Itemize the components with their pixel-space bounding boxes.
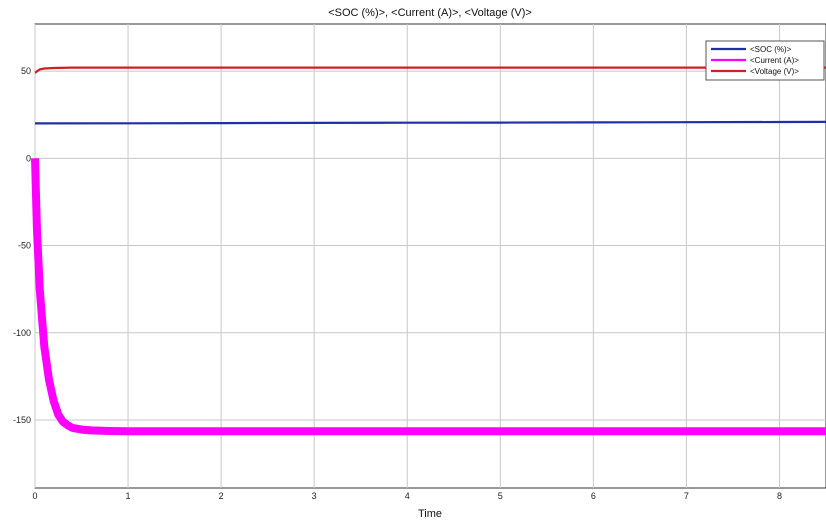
series-line-current xyxy=(33,158,826,433)
series-line-2 xyxy=(34,66,826,74)
x-tick-label: 0 xyxy=(32,491,37,501)
y-tick-label: 50 xyxy=(21,66,31,76)
x-tick-label: 1 xyxy=(126,491,131,501)
plot-frame xyxy=(34,23,826,489)
y-tick-label: 0 xyxy=(26,153,31,163)
x-tick-label: 6 xyxy=(591,491,596,501)
x-tick-label: 3 xyxy=(312,491,317,501)
legend-entry: <SOC (%)> xyxy=(750,45,792,54)
y-tick-label: -50 xyxy=(18,241,31,251)
x-axis-label: Time xyxy=(418,508,442,520)
y-tick-label: -100 xyxy=(13,328,31,338)
x-tick-label: 7 xyxy=(684,491,689,501)
x-tick-label: 2 xyxy=(219,491,224,501)
y-tick-labels: 50 0 -50 -100 -150 xyxy=(13,66,31,425)
legend-entry: <Current (A)> xyxy=(750,56,799,65)
series-line-0 xyxy=(34,120,826,125)
grid-lines xyxy=(34,24,826,488)
x-tick-label: 8 xyxy=(777,491,782,501)
series-lines xyxy=(31,66,826,436)
chart-title: <SOC (%)>, <Current (A)>, <Voltage (V)> xyxy=(328,7,532,19)
plot-area xyxy=(31,23,826,489)
y-tick-label: -150 xyxy=(13,415,31,425)
x-tick-label: 5 xyxy=(498,491,503,501)
x-tick-label: 4 xyxy=(405,491,410,501)
x-tick-labels: 0 1 2 3 4 5 6 7 8 xyxy=(32,491,781,501)
legend-entry: <Voltage (V)> xyxy=(750,67,799,76)
legend: <SOC (%)> <Current (A)> <Voltage (V)> xyxy=(705,40,825,81)
